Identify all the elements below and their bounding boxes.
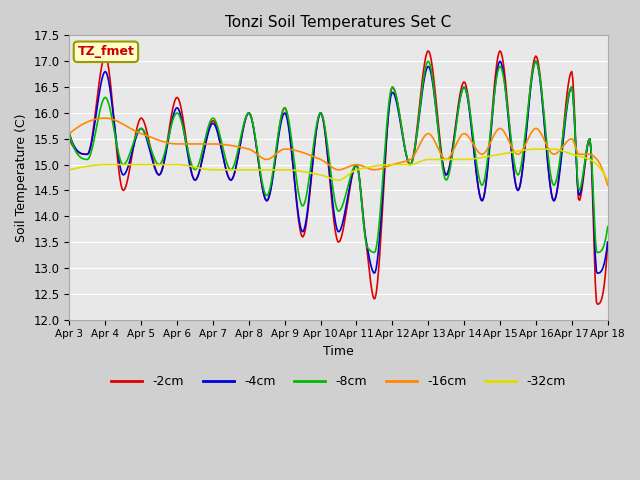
Title: Tonzi Soil Temperatures Set C: Tonzi Soil Temperatures Set C [225, 15, 452, 30]
Y-axis label: Soil Temperature (C): Soil Temperature (C) [15, 113, 28, 242]
Text: TZ_fmet: TZ_fmet [77, 45, 134, 58]
Legend: -2cm, -4cm, -8cm, -16cm, -32cm: -2cm, -4cm, -8cm, -16cm, -32cm [106, 370, 571, 393]
X-axis label: Time: Time [323, 345, 354, 358]
